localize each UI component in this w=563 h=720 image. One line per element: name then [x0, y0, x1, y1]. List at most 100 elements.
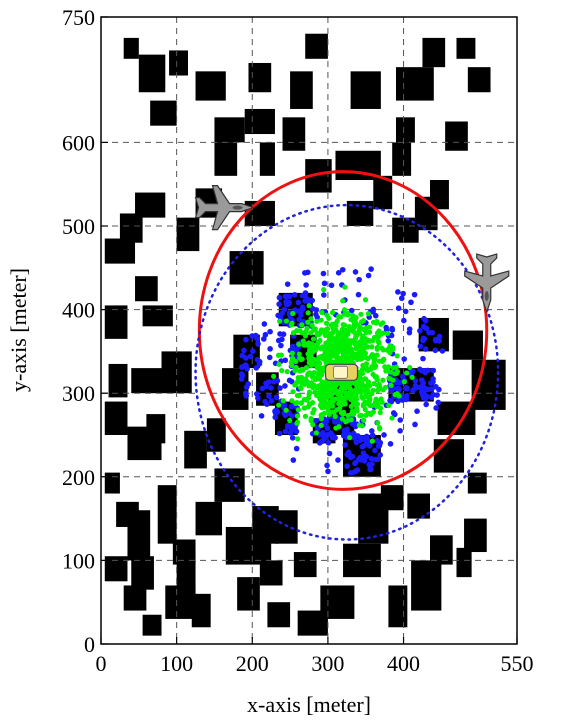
inner-point [279, 367, 285, 374]
inner-point [307, 402, 313, 408]
inner-point [339, 411, 346, 417]
inner-point [276, 361, 282, 367]
outer-point [370, 308, 376, 315]
outer-point [350, 430, 357, 437]
inner-point [338, 314, 344, 320]
building [108, 363, 128, 398]
building [214, 468, 245, 502]
inner-point [384, 330, 391, 336]
inner-point [366, 394, 372, 400]
outer-point [276, 294, 283, 301]
building [464, 518, 487, 553]
outer-point [325, 468, 331, 475]
building [452, 330, 483, 360]
outer-point [290, 457, 297, 463]
outer-point [402, 385, 409, 392]
y-tick-label: 750 [62, 5, 95, 30]
building [157, 485, 177, 544]
outer-point [432, 347, 439, 354]
outer-point [273, 394, 280, 401]
x-tick-label: 200 [236, 651, 269, 676]
inner-point [377, 409, 383, 416]
blue-dotted-circle [194, 203, 500, 541]
building [191, 593, 211, 628]
inner-point [297, 368, 303, 374]
building [274, 510, 298, 544]
inner-point [379, 399, 385, 405]
inner-point [325, 407, 331, 413]
x-tick-label: 300 [311, 651, 344, 676]
y-tick-label: 200 [62, 465, 95, 490]
inner-point [311, 357, 317, 364]
inner-point [388, 382, 394, 388]
building [293, 552, 317, 578]
outer-point [293, 347, 300, 353]
outer-point [289, 413, 295, 419]
x-axis-label: x-axis [meter] [247, 692, 371, 717]
inner-point [280, 398, 286, 404]
inner-point [353, 345, 359, 352]
inner-point [361, 383, 367, 389]
inner-point [303, 364, 310, 371]
inner-point [336, 424, 342, 430]
inner-point [327, 341, 334, 348]
inner-point [289, 350, 295, 356]
building [169, 50, 188, 76]
outer-point [282, 383, 288, 389]
inner-point [348, 403, 354, 410]
building [195, 71, 226, 101]
outer-point [286, 299, 292, 306]
outer-point [423, 325, 430, 332]
inner-point [339, 401, 345, 408]
outer-point [435, 399, 442, 406]
inner-point [331, 409, 337, 415]
outer-point [335, 270, 342, 276]
inner-point [321, 410, 328, 416]
building [411, 560, 442, 611]
building [407, 493, 431, 519]
outer-point [300, 306, 306, 312]
inner-point [321, 287, 327, 293]
outer-point [342, 442, 349, 448]
inner-point [394, 353, 400, 359]
outer-point [372, 447, 378, 454]
outer-point [403, 393, 410, 399]
outer-point [268, 385, 274, 391]
inner-point [320, 393, 326, 399]
inner-point [304, 325, 310, 332]
inner-point [409, 374, 415, 380]
inner-point [351, 354, 358, 361]
outer-point [239, 352, 246, 359]
outer-point [288, 378, 295, 385]
inner-point [340, 298, 346, 304]
inner-point [340, 353, 346, 359]
inner-point [360, 403, 366, 409]
building [104, 401, 128, 435]
inner-point [401, 379, 407, 385]
vehicle-icon [324, 363, 359, 381]
inner-point [325, 355, 331, 362]
inner-point [289, 362, 295, 369]
aircraft-icon [464, 253, 510, 314]
inner-point [374, 346, 380, 352]
circles-layer [194, 170, 500, 541]
inner-point [326, 359, 332, 365]
inner-point [345, 393, 351, 399]
inner-point [338, 339, 344, 345]
building [380, 485, 404, 511]
inner-point [377, 386, 383, 392]
inner-point [340, 329, 346, 336]
inner-point [301, 405, 307, 411]
inner-point [302, 413, 309, 419]
outer-point [258, 413, 265, 419]
outer-point [309, 297, 316, 304]
inner-point [342, 284, 348, 290]
outer-point [256, 361, 263, 367]
inner-point [348, 411, 354, 417]
inner-point [314, 344, 321, 350]
outer-point [266, 354, 273, 361]
inner-point [335, 389, 341, 396]
outer-point [324, 425, 331, 432]
building [176, 217, 200, 252]
outer-point [276, 430, 283, 437]
